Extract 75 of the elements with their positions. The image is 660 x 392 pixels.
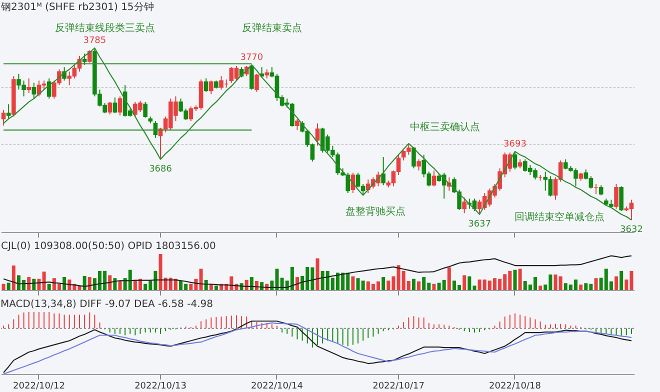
x-tick-label: 2022/10/18 (489, 382, 542, 392)
bar (417, 281, 421, 290)
candlestick (118, 96, 122, 116)
annotation: 3770 (240, 52, 264, 63)
bar (42, 272, 46, 290)
bar (351, 276, 355, 290)
candlestick (204, 78, 208, 92)
annotation: 3686 (149, 164, 172, 174)
bar (118, 280, 122, 290)
bar (2, 284, 6, 290)
candlestick (614, 184, 618, 210)
bar (12, 266, 16, 290)
text: 反弹结束卖点 (242, 22, 302, 34)
bar (518, 268, 522, 290)
candlestick (432, 170, 436, 187)
bar (620, 270, 624, 290)
bar (316, 258, 320, 290)
bar (27, 277, 31, 290)
candlestick (250, 64, 254, 90)
bar (295, 277, 299, 290)
annotation: 3637 (468, 219, 491, 230)
annotation: 盘整背驰买点 (345, 206, 406, 218)
bar (250, 277, 254, 290)
candlestick (381, 156, 386, 186)
candlestick (82, 53, 87, 66)
bar (579, 284, 583, 290)
annotation: 3785 (83, 36, 106, 46)
candlestick (254, 73, 259, 92)
bar (62, 277, 66, 290)
candlestick (315, 122, 320, 146)
x-tick-label: 2022/10/17 (372, 382, 424, 392)
chart-title: MACD(13,34,8) DIFF -9.07 DEA -6.58 -4.98 (0, 299, 213, 310)
bar (113, 278, 117, 290)
text: 反弹结束线段类三卖点 (54, 22, 155, 34)
bar (82, 276, 86, 290)
annotation: 中枢三卖确认点 (410, 121, 480, 133)
candlestick (598, 184, 604, 196)
bar (382, 277, 386, 290)
bar (432, 284, 436, 290)
bar (6, 282, 10, 290)
candlestick (87, 50, 92, 64)
bar (214, 286, 218, 290)
x-tick-label: 2022/10/14 (251, 382, 304, 392)
bar (614, 276, 618, 290)
bar (594, 278, 598, 290)
candlestick (416, 158, 421, 172)
candlestick (108, 101, 112, 115)
annotation: 回调结束空单减仓点 (514, 211, 605, 224)
x-tick-label: 2022/10/13 (134, 382, 186, 392)
candlestick (295, 118, 300, 131)
candlestick (46, 78, 52, 100)
bar (412, 278, 416, 290)
candlestick (209, 80, 214, 95)
candlestick (6, 104, 11, 120)
bar (88, 277, 92, 290)
bar (199, 268, 203, 290)
candlestick (32, 82, 36, 100)
bar (538, 286, 542, 290)
candlestick (143, 101, 148, 118)
annotation: 3693 (504, 139, 526, 150)
candlestick (412, 146, 416, 169)
chart-title: CJL(0) 109308.00(50:50) OPID 1803156.00 (1, 241, 216, 252)
bar (108, 275, 112, 290)
bar (462, 275, 466, 290)
bar (513, 270, 517, 290)
x-tick-label: 2022/10/12 (13, 382, 65, 392)
chart-title: 钢2301ᴹ (SHFE rb2301) 15分钟 (0, 1, 154, 13)
bar (447, 267, 451, 290)
candlestick (512, 150, 518, 170)
bar (47, 284, 51, 290)
candlestick (619, 186, 624, 212)
candlestick (26, 78, 31, 94)
annotation: 3632 (620, 225, 643, 235)
candlestick (112, 96, 118, 114)
candlestick (462, 197, 467, 214)
